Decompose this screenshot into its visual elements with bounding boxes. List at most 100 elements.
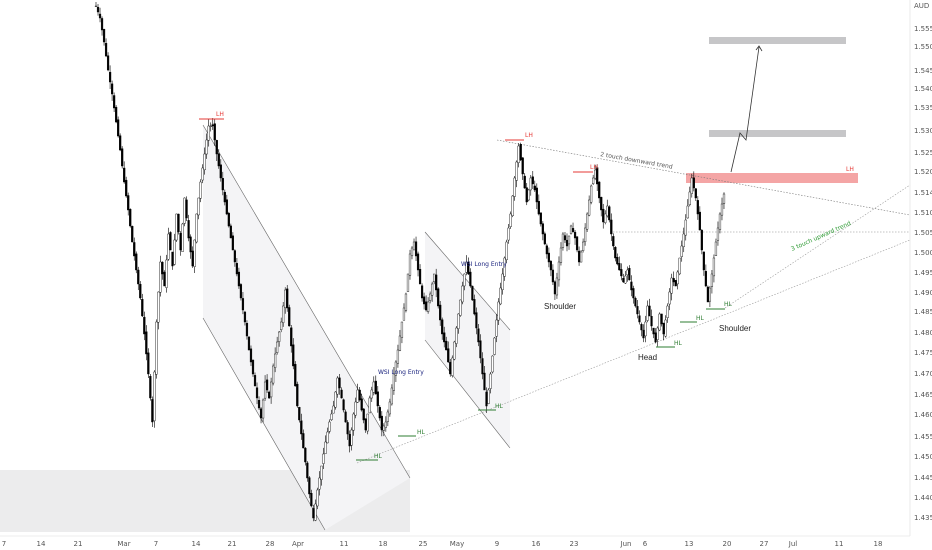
- candle-body: [215, 140, 218, 155]
- candle-body: [177, 213, 180, 233]
- candle-body: [410, 247, 414, 257]
- candle-body: [276, 341, 279, 353]
- candle-body: [714, 241, 718, 256]
- candle-body: [670, 277, 673, 294]
- candle-body: [509, 213, 512, 227]
- candle-body: [696, 200, 699, 215]
- y-tick-label: 1.5300: [914, 127, 932, 135]
- candle-body: [455, 327, 458, 344]
- y-tick-label: 1.4550: [914, 433, 932, 441]
- candle-body: [388, 401, 391, 415]
- candle-body: [537, 200, 540, 215]
- candle-body: [499, 287, 502, 305]
- candle-body: [259, 408, 263, 419]
- x-tick-label: 6: [643, 540, 648, 548]
- candle-body: [606, 205, 609, 217]
- x-tick-label: Mar: [117, 540, 130, 548]
- candle-body: [586, 213, 589, 230]
- candle-body: [330, 413, 333, 421]
- shoulder-left-label: Shoulder: [544, 302, 576, 311]
- candle-body: [501, 273, 504, 290]
- candle-body: [308, 477, 311, 495]
- candle-body: [237, 271, 241, 287]
- candle-body: [322, 453, 325, 464]
- candle-body: [247, 336, 251, 351]
- candle-body: [171, 251, 174, 267]
- x-tick-label: 14: [192, 540, 201, 548]
- candle-body: [219, 164, 222, 179]
- candle-body: [296, 383, 299, 407]
- candle-body: [449, 361, 452, 375]
- candle-body: [235, 263, 238, 275]
- candle-body: [718, 213, 722, 230]
- candle-body: [127, 195, 130, 211]
- candle-body: [473, 299, 476, 315]
- candle-body: [505, 241, 508, 261]
- candle-body: [394, 361, 398, 376]
- projected-path-arrow: [730, 46, 760, 173]
- candle-body: [630, 281, 633, 291]
- x-tick-label: May: [450, 540, 464, 548]
- candle-body: [145, 331, 148, 355]
- x-tick-label: 7: [154, 540, 158, 548]
- candle-body: [628, 267, 631, 281]
- candle-body: [131, 226, 134, 243]
- candle-body: [153, 371, 156, 422]
- x-tick-label: 13: [685, 540, 694, 548]
- candle-body: [213, 123, 216, 141]
- candle-body: [469, 271, 472, 287]
- candle-body: [433, 273, 436, 283]
- candle-body: [539, 212, 542, 225]
- y-tick-label: 1.4600: [914, 411, 932, 419]
- candle-body: [545, 245, 548, 255]
- candle-body: [302, 433, 305, 449]
- uptrend-label: 3 touch upward trend: [790, 220, 852, 253]
- x-tick-label: Jun: [620, 540, 632, 548]
- wsi-long-entry-label: WSI Long Entry: [461, 261, 507, 268]
- candle-body: [199, 181, 202, 199]
- x-tick-label: 23: [570, 540, 579, 548]
- y-tick-label: 1.5350: [914, 104, 932, 112]
- hl-label: HL: [724, 301, 733, 308]
- candle-body: [650, 315, 653, 327]
- candle-body: [422, 296, 426, 305]
- candle-body: [662, 322, 665, 335]
- x-tick-label: 14: [37, 540, 46, 548]
- candle-body: [380, 415, 383, 431]
- y-tick-label: 1.4650: [914, 391, 932, 399]
- candle-body: [708, 287, 712, 302]
- candle-body: [573, 231, 577, 239]
- candle-body: [527, 189, 530, 201]
- candle-body: [646, 305, 649, 321]
- candle-body: [358, 389, 361, 401]
- y-tick-label: 1.4350: [914, 514, 932, 522]
- candle-body: [463, 273, 466, 287]
- candle-body: [461, 285, 464, 303]
- candle-body: [425, 301, 428, 311]
- candle-body: [465, 261, 468, 273]
- y-tick-label: 1.4950: [914, 269, 932, 277]
- upward-trendline-projection: [724, 184, 911, 309]
- candle-body: [616, 257, 619, 265]
- candle-body: [282, 305, 285, 323]
- downward-trendline: [496, 139, 911, 216]
- candle-body: [211, 124, 214, 127]
- candle-body: [596, 167, 599, 185]
- candle-body: [201, 167, 204, 181]
- candle-body: [443, 332, 446, 343]
- candle-body: [418, 269, 422, 285]
- y-tick-label: 1.5050: [914, 229, 932, 237]
- candle-body: [429, 293, 432, 301]
- candle-body: [712, 257, 716, 277]
- candle-body: [368, 397, 371, 414]
- candle-body: [523, 175, 526, 189]
- candle-body: [231, 235, 234, 251]
- candle-body: [374, 380, 377, 395]
- candle-body: [396, 349, 400, 364]
- candle-body: [493, 337, 496, 355]
- candle-body: [584, 227, 587, 242]
- level-markers: [199, 118, 725, 461]
- candle-body: [441, 319, 444, 335]
- candle-body: [406, 273, 410, 292]
- candle-body: [121, 148, 124, 167]
